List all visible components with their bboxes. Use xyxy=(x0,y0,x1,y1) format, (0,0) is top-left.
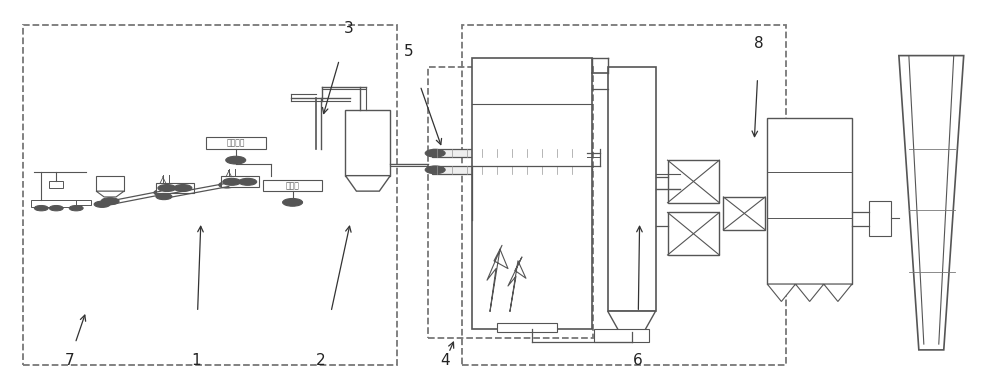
Polygon shape xyxy=(899,56,964,350)
Text: 2: 2 xyxy=(316,353,325,368)
Circle shape xyxy=(158,184,176,191)
Circle shape xyxy=(94,201,110,207)
Bar xyxy=(221,176,259,187)
Polygon shape xyxy=(796,284,824,301)
Text: 3: 3 xyxy=(344,21,353,36)
Bar xyxy=(156,183,194,193)
Bar xyxy=(23,25,397,365)
Bar xyxy=(668,213,719,255)
Bar xyxy=(49,181,63,188)
Bar xyxy=(432,166,587,174)
Text: 5: 5 xyxy=(403,44,413,59)
Bar xyxy=(31,200,81,207)
Circle shape xyxy=(239,178,257,185)
Bar xyxy=(668,160,719,203)
Bar xyxy=(428,67,593,338)
Text: 4: 4 xyxy=(440,353,450,368)
Circle shape xyxy=(226,156,246,164)
Bar xyxy=(594,329,649,342)
Bar xyxy=(345,110,390,176)
Circle shape xyxy=(49,206,63,211)
Bar xyxy=(767,117,852,284)
Circle shape xyxy=(425,166,445,174)
Text: 8: 8 xyxy=(754,37,764,51)
Bar xyxy=(263,180,322,191)
Polygon shape xyxy=(824,284,852,301)
Bar xyxy=(723,197,765,230)
Polygon shape xyxy=(96,191,124,197)
Bar xyxy=(608,67,656,311)
Circle shape xyxy=(154,190,170,196)
Bar xyxy=(96,176,124,191)
Text: 石灰石仓: 石灰石仓 xyxy=(226,138,245,147)
Circle shape xyxy=(283,199,303,206)
Circle shape xyxy=(425,149,445,157)
Polygon shape xyxy=(767,284,796,301)
Polygon shape xyxy=(345,176,390,191)
Circle shape xyxy=(219,182,235,188)
Circle shape xyxy=(69,206,83,211)
Circle shape xyxy=(174,184,192,191)
Text: 1: 1 xyxy=(191,353,201,368)
Circle shape xyxy=(34,206,48,211)
Circle shape xyxy=(573,149,593,157)
Bar xyxy=(432,149,587,157)
Circle shape xyxy=(223,178,241,185)
Text: 6: 6 xyxy=(633,353,642,368)
Bar xyxy=(76,200,91,206)
Bar xyxy=(462,25,786,365)
Polygon shape xyxy=(608,311,656,332)
Bar xyxy=(206,137,266,149)
Text: 废料仓: 废料仓 xyxy=(286,181,300,190)
Bar xyxy=(472,58,592,329)
Bar xyxy=(497,323,557,332)
Circle shape xyxy=(101,198,119,205)
Text: 7: 7 xyxy=(64,353,74,368)
Circle shape xyxy=(573,166,593,174)
Circle shape xyxy=(156,193,172,200)
Bar xyxy=(869,201,891,236)
